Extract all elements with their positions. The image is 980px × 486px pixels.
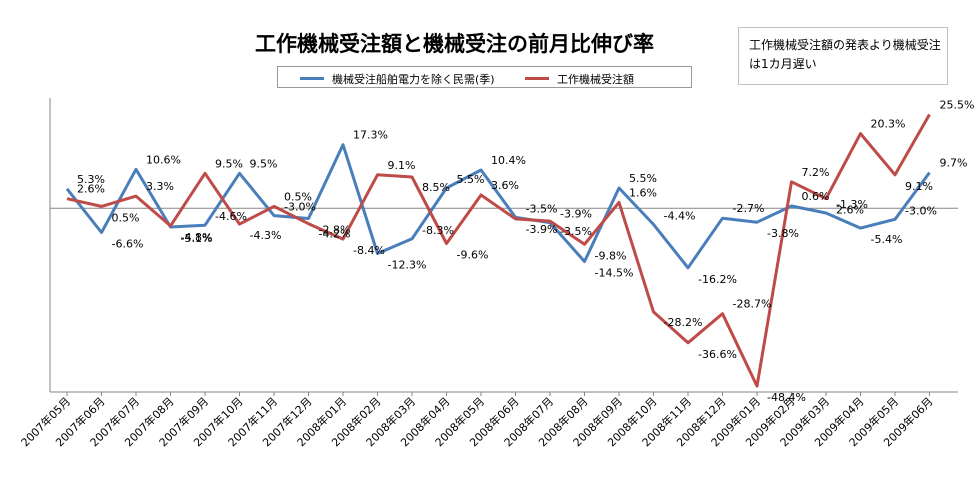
data-label: -3.9% (560, 208, 592, 221)
legend-swatch-machine-tool-orders (525, 77, 549, 80)
legend-label-machine-tool-orders: 工作機械受注額 (557, 73, 634, 86)
data-label: 1.6% (629, 186, 657, 199)
data-label: 17.3% (353, 129, 388, 142)
data-label: 9.7% (940, 157, 968, 170)
data-label: -3.5% (560, 225, 592, 238)
data-label: -3.5% (526, 202, 558, 215)
data-label: 5.3% (77, 173, 105, 186)
data-label: -2.8% (319, 224, 351, 237)
data-label: -28.7% (733, 298, 772, 311)
data-label: -3.8% (767, 227, 799, 240)
data-label: -12.3% (388, 258, 427, 271)
data-label: -48.4% (767, 391, 806, 404)
data-label: -16.2% (698, 273, 737, 286)
data-label: 0.5% (284, 190, 312, 203)
data-label: -14.5% (595, 267, 634, 280)
data-label: -9.6% (457, 249, 489, 262)
data-label: 2.6% (77, 183, 105, 196)
legend: 機械受注船舶電力を除く民需(季) 工作機械受注額 (277, 66, 692, 88)
data-label: 0.6% (802, 190, 830, 203)
data-label: -8.3% (422, 224, 454, 237)
data-label: 5.5% (629, 172, 657, 185)
data-label: -36.6% (698, 348, 737, 361)
data-label: 7.2% (802, 166, 830, 179)
data-label: 9.1% (905, 180, 933, 193)
data-label: 9.5% (250, 157, 278, 170)
data-label: -4.3% (250, 229, 282, 242)
legend-label-machinery-orders: 機械受注船舶電力を除く民需(季) (332, 73, 495, 86)
data-label: 8.5% (422, 181, 450, 194)
legend-swatch-machinery-orders (300, 77, 324, 80)
data-label: 3.3% (146, 180, 174, 193)
data-label: -4.4% (664, 209, 696, 222)
data-label: 20.3% (871, 118, 906, 131)
data-label: -5.4% (871, 233, 903, 246)
data-label: -3.0% (905, 204, 937, 217)
data-label: -2.7% (733, 202, 765, 215)
data-label: -3.9% (526, 223, 558, 236)
data-label: -4.8% (181, 231, 213, 244)
data-label: -9.8% (595, 249, 627, 262)
data-label: -4.6% (215, 210, 247, 223)
data-label: 9.1% (388, 159, 416, 172)
data-label: -3.0% (284, 201, 316, 214)
chart-title: 工作機械受注額と機械受注の前月比伸び率 (255, 32, 654, 56)
data-label: 10.4% (491, 154, 526, 167)
data-label: 5.5% (457, 173, 485, 186)
note-box: 工作機械受注額の発表より機械受注は1カ月遅い (738, 27, 948, 85)
data-label: -6.6% (112, 238, 144, 251)
data-label: -28.2% (664, 316, 703, 329)
data-label: 9.5% (215, 157, 243, 170)
data-label: -5.1% (181, 232, 213, 245)
data-label: 25.5% (940, 99, 975, 112)
data-label: -1.3% (836, 198, 868, 211)
data-label: 0.5% (112, 211, 140, 224)
data-label: 10.6% (146, 153, 181, 166)
data-label: -8.4% (353, 244, 385, 257)
data-label: 3.6% (491, 179, 519, 192)
data-label: 2.6% (836, 204, 864, 217)
data-label: -4.2% (319, 228, 351, 241)
series-line-machine-tool-orders (66, 113, 931, 388)
